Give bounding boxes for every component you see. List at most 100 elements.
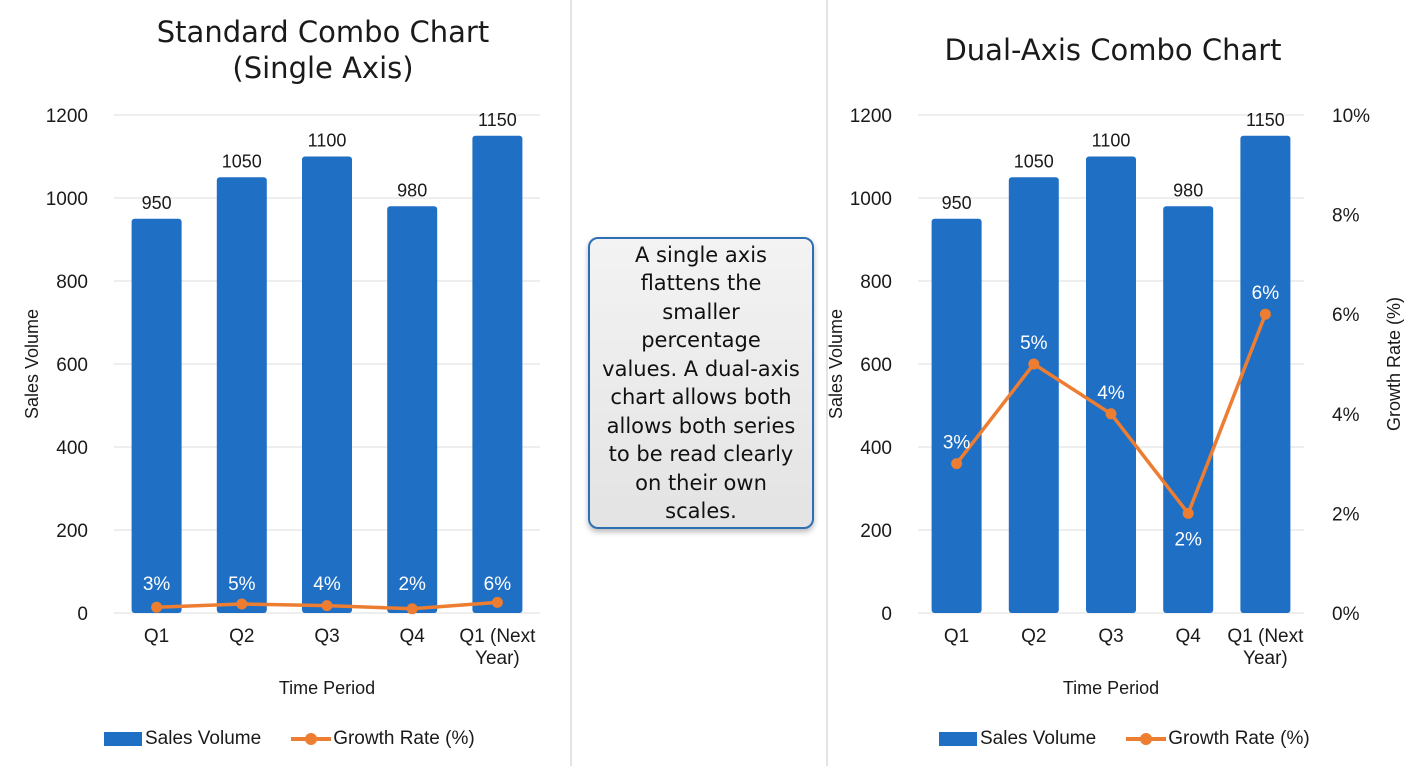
line-value-label: 5% xyxy=(228,574,256,595)
bar-value-label: 1150 xyxy=(478,110,517,130)
x-tick-label: Q2 xyxy=(229,626,254,647)
x-tick-label: Q1 (Next xyxy=(1227,626,1304,647)
line-value-label: 3% xyxy=(143,574,171,595)
y-tick-label: 0 xyxy=(881,604,892,625)
line-value-label: 2% xyxy=(398,574,426,595)
line-value-label: 6% xyxy=(1252,283,1280,304)
y-tick-label: 1200 xyxy=(46,106,88,127)
x-tick-label: Q1 xyxy=(144,626,169,647)
bar-sales-volume xyxy=(1163,206,1214,614)
y-right-tick-label: 0% xyxy=(1332,604,1360,625)
bar-sales-volume xyxy=(302,156,352,613)
bar-value-label: 1150 xyxy=(1246,110,1285,130)
chart-2-title-line-1: Dual-Axis Combo Chart xyxy=(944,33,1282,67)
bar-value-label: 950 xyxy=(942,193,972,213)
bar-value-label: 950 xyxy=(142,193,172,213)
y-axis-title: Sales Volume xyxy=(22,309,42,419)
x-tick-label: Q3 xyxy=(314,626,339,647)
legend-item-growth-rate: Growth Rate (%) xyxy=(1126,728,1310,750)
y-right-tick-label: 8% xyxy=(1332,206,1360,227)
y-right-tick-label: 2% xyxy=(1332,504,1360,525)
y-right-tick-label: 4% xyxy=(1332,405,1360,426)
single-axis-combo-chart: 0 200 400 600 800 1000 1200 Sales Volume 950 1050… xyxy=(22,106,540,698)
left-divider xyxy=(570,0,572,766)
line-point-growth-rate xyxy=(951,458,963,470)
y-right-tick-label: 6% xyxy=(1332,305,1360,326)
y-right-tick-label: 10% xyxy=(1332,106,1370,127)
line-value-label: 6% xyxy=(484,574,512,595)
chart-2-legend: Sales Volume Growth Rate (%) xyxy=(939,728,1310,750)
bar-sales-volume xyxy=(1008,177,1059,613)
legend-line-swatch xyxy=(291,732,332,746)
line-point-growth-rate xyxy=(1028,358,1040,370)
right-divider xyxy=(826,0,828,766)
x-tick-label: Q4 xyxy=(400,626,426,647)
legend-label-sales-volume: Sales Volume xyxy=(145,728,262,749)
line-point-growth-rate xyxy=(321,600,333,612)
bar-value-label: 1100 xyxy=(308,131,347,151)
y-tick-label: 1000 xyxy=(46,189,88,210)
bar-value-label: 1100 xyxy=(1092,131,1131,151)
bar-value-label: 980 xyxy=(1173,180,1203,200)
bar-sales-volume xyxy=(387,206,438,614)
line-value-label: 2% xyxy=(1174,529,1202,550)
x-tick-label: Q3 xyxy=(1098,626,1123,647)
legend-item-growth-rate: Growth Rate (%) xyxy=(291,728,475,750)
bar-value-label: 980 xyxy=(397,180,427,200)
y-tick-label: 400 xyxy=(860,438,892,459)
line-value-label: 4% xyxy=(313,574,341,595)
y-axis-title: Sales Volume xyxy=(826,309,846,419)
legend-label-growth-rate: Growth Rate (%) xyxy=(333,728,475,749)
y-tick-label: 1000 xyxy=(850,189,892,210)
bar-sales-volume xyxy=(216,177,267,613)
comparison-note-callout: A single axis flattens the smaller perce… xyxy=(588,237,814,529)
legend-item-sales-volume: Sales Volume xyxy=(104,728,261,750)
y-tick-label: 200 xyxy=(860,521,892,542)
line-point-growth-rate xyxy=(491,596,503,608)
chart-2-title: Dual-Axis Combo Chart xyxy=(848,32,1378,68)
y-tick-label: 800 xyxy=(56,272,88,293)
y-tick-label: 800 xyxy=(860,272,892,293)
line-point-growth-rate xyxy=(1259,308,1271,320)
line-value-label: 4% xyxy=(1097,383,1125,404)
legend-label-growth-rate: Growth Rate (%) xyxy=(1168,728,1310,749)
bar-sales-volume xyxy=(1240,135,1291,613)
chart-1-title-line-2: (Single Axis) xyxy=(232,51,414,85)
y-tick-label: 400 xyxy=(56,438,88,459)
x-tick-label: Q4 xyxy=(1176,626,1202,647)
comparison-note-text: A single axis flattens the smaller perce… xyxy=(602,242,800,524)
bar-sales-volume xyxy=(131,218,182,613)
x-tick-label: Year) xyxy=(1243,648,1288,669)
line-value-label: 3% xyxy=(943,433,971,454)
legend-bar-swatch xyxy=(104,732,142,746)
x-tick-label: Q2 xyxy=(1021,626,1046,647)
bar-sales-volume xyxy=(931,218,982,613)
line-point-growth-rate xyxy=(406,603,418,615)
x-tick-label: Q1 (Next xyxy=(459,626,536,647)
chart-1-legend: Sales Volume Growth Rate (%) xyxy=(104,728,475,750)
x-axis-title: Time Period xyxy=(1063,678,1159,698)
line-point-growth-rate xyxy=(1105,408,1117,420)
y-tick-label: 1200 xyxy=(850,106,892,127)
line-point-growth-rate xyxy=(1182,507,1194,519)
x-tick-label: Q1 xyxy=(944,626,969,647)
x-axis-title: Time Period xyxy=(279,678,375,698)
legend-bar-swatch xyxy=(939,732,977,746)
y-tick-label: 200 xyxy=(56,521,88,542)
y-tick-label: 0 xyxy=(77,604,88,625)
bar-value-label: 1050 xyxy=(1014,151,1054,171)
y-tick-label: 600 xyxy=(56,355,88,376)
line-value-label: 5% xyxy=(1020,333,1048,354)
chart-1-title: Standard Combo Chart (Single Axis) xyxy=(58,14,588,86)
x-tick-label: Year) xyxy=(475,648,520,669)
legend-line-swatch xyxy=(1126,732,1167,746)
dual-axis-combo-chart: 0 200 400 600 800 1000 1200 0% 2% 4% 6% 8% 10% Sales … xyxy=(826,106,1404,698)
y-right-axis-title: Growth Rate (%) xyxy=(1384,297,1404,431)
line-point-growth-rate xyxy=(151,601,163,613)
y-tick-label: 600 xyxy=(860,355,892,376)
bar-sales-volume xyxy=(1086,156,1136,613)
bar-sales-volume xyxy=(472,135,523,613)
line-point-growth-rate xyxy=(236,598,248,610)
legend-item-sales-volume: Sales Volume xyxy=(939,728,1096,750)
chart-1-title-line-1: Standard Combo Chart xyxy=(156,15,490,49)
